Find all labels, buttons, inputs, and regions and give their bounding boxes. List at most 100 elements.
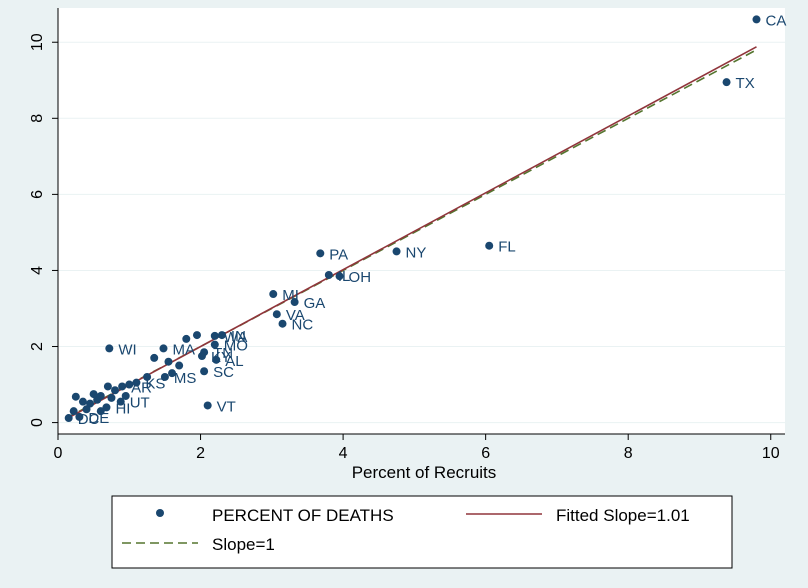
fitted-line	[66, 46, 757, 420]
data-point	[103, 382, 112, 391]
point-label: CA	[765, 12, 786, 29]
point-label: TX	[736, 75, 755, 92]
point-label: AR	[131, 379, 152, 396]
data-point	[102, 403, 111, 412]
data-point	[93, 395, 102, 404]
data-point	[107, 393, 116, 402]
point-label: NY	[406, 244, 427, 261]
data-point	[164, 357, 173, 366]
point-label: KS	[145, 376, 165, 393]
data-point	[290, 298, 299, 307]
data-point	[71, 392, 80, 401]
axes: 0 2 4 6 8 10 0 2 4 6 8 10	[29, 8, 785, 462]
data-point	[96, 407, 105, 416]
data-point	[89, 390, 98, 399]
point-label: NC	[292, 317, 314, 334]
data-point	[269, 290, 278, 299]
y-tick-label: 2	[29, 342, 46, 351]
point-label: MA	[172, 341, 195, 358]
point-label: IL	[338, 268, 351, 285]
data-point	[203, 401, 212, 410]
legend-label-deaths: PERCENT OF DEATHS	[212, 506, 394, 525]
data-point	[316, 249, 325, 258]
point-label: UT	[130, 395, 150, 412]
point-label: SC	[213, 364, 234, 381]
x-tick-label: 0	[54, 445, 63, 462]
x-tick-label: 10	[762, 445, 780, 462]
data-point	[175, 361, 184, 370]
data-point	[324, 271, 333, 280]
data-point	[125, 380, 134, 389]
plot-area	[58, 8, 785, 434]
data-point	[182, 334, 191, 343]
point-label: MS	[174, 370, 197, 387]
x-tick-label: 6	[481, 445, 490, 462]
legend-label-fitted: Fitted Slope=1.01	[556, 506, 690, 525]
data-point	[197, 352, 206, 361]
data-point	[272, 310, 281, 319]
grid-lines	[58, 41, 785, 424]
legend: PERCENT OF DEATHS Fitted Slope=1.01 Slop…	[111, 495, 733, 569]
data-point	[722, 78, 731, 87]
data-point	[278, 319, 287, 328]
data-point	[69, 407, 78, 416]
y-tick-label: 10	[29, 33, 46, 51]
data-point	[82, 405, 91, 414]
data-point	[335, 272, 344, 281]
point-label: FL	[498, 239, 516, 256]
data-point	[86, 399, 95, 408]
x-axis-title: Percent of Recruits	[352, 463, 497, 482]
x-tick-label: 8	[624, 445, 633, 462]
data-point	[118, 382, 127, 391]
data-point	[143, 372, 152, 381]
point-label: TN	[213, 345, 233, 362]
legend-box	[111, 495, 733, 569]
point-label: IN	[231, 328, 246, 345]
data-point	[160, 372, 169, 381]
data-point	[132, 378, 141, 387]
data-point	[75, 412, 84, 421]
legend-marker-deaths	[156, 509, 164, 517]
data-point	[752, 15, 761, 24]
data-point	[168, 369, 177, 378]
data-point	[217, 331, 226, 340]
data-point	[192, 331, 201, 340]
data-point	[111, 386, 120, 395]
data-point	[121, 391, 130, 400]
data-point	[210, 340, 219, 349]
point-label: AL	[225, 353, 243, 370]
point-label: HI	[115, 400, 130, 417]
data-point	[159, 344, 168, 353]
x-tick-label: 2	[196, 445, 205, 462]
y-tick-label: 8	[29, 114, 46, 123]
point-label: OH	[349, 269, 372, 286]
data-point	[212, 355, 221, 364]
data-point	[200, 367, 209, 376]
data-point	[392, 247, 401, 256]
point-label: VT	[217, 398, 236, 415]
data-point	[485, 241, 494, 250]
point-label: WI	[118, 341, 136, 358]
data-point	[78, 397, 87, 406]
point-label: DC	[78, 411, 100, 428]
fit-lines	[66, 46, 757, 420]
data-point	[150, 353, 159, 362]
data-point	[116, 397, 125, 406]
y-tick-label: 4	[29, 266, 46, 275]
point-label: PA	[329, 246, 348, 263]
point-label: VA	[286, 307, 305, 324]
point-label: GA	[304, 295, 326, 312]
point-label: MO	[224, 338, 248, 355]
point-label: WA	[224, 329, 248, 346]
x-tick-label: 4	[339, 445, 348, 462]
point-label: MI	[282, 287, 299, 304]
point-label: KY	[211, 349, 231, 366]
data-points	[64, 15, 761, 423]
data-point	[64, 414, 73, 423]
point-label: DE	[88, 410, 109, 427]
data-point	[105, 344, 114, 353]
legend-label-slope1: Slope=1	[212, 535, 275, 554]
y-tick-label: 0	[29, 418, 46, 427]
